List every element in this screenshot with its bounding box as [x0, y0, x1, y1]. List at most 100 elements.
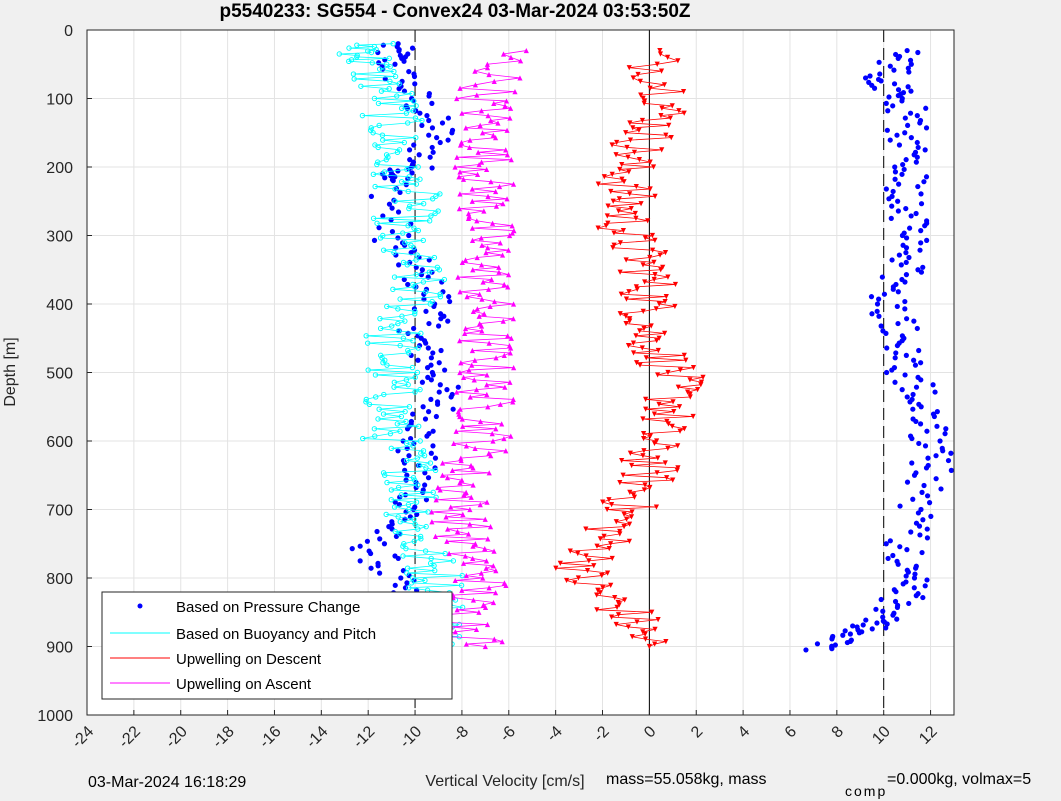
data-point	[432, 210, 438, 217]
data-point	[884, 127, 890, 133]
data-point	[411, 142, 417, 148]
data-point	[608, 188, 614, 195]
data-point	[623, 257, 629, 263]
y-tick-label: 100	[46, 92, 73, 109]
data-point	[662, 298, 668, 305]
data-point	[374, 161, 380, 168]
data-point	[413, 271, 420, 278]
data-point	[676, 404, 683, 410]
data-point	[420, 489, 426, 495]
x-tick-label: 6	[782, 723, 800, 741]
data-point	[444, 387, 450, 393]
data-point	[478, 159, 485, 165]
data-point	[445, 526, 451, 532]
data-point	[668, 135, 674, 141]
data-point	[879, 274, 885, 280]
data-point	[370, 171, 377, 178]
data-point	[665, 54, 671, 60]
data-point	[423, 340, 429, 346]
data-point	[495, 120, 501, 126]
data-point	[359, 112, 366, 119]
data-point	[887, 538, 893, 544]
data-point	[425, 475, 432, 481]
data-point	[641, 448, 647, 454]
data-point	[484, 621, 491, 628]
data-point	[463, 572, 469, 579]
data-point	[631, 494, 638, 500]
data-point	[909, 396, 915, 403]
x-tick-label: 8	[829, 723, 847, 741]
data-point	[476, 313, 482, 319]
data-point	[630, 340, 637, 346]
data-point	[915, 49, 921, 56]
data-point	[346, 58, 352, 65]
data-point	[672, 281, 679, 288]
data-point	[404, 580, 410, 586]
data-point	[880, 618, 886, 624]
data-point	[429, 100, 435, 106]
data-point	[663, 294, 669, 300]
data-point	[507, 379, 513, 385]
data-point	[601, 174, 607, 180]
data-point	[415, 526, 421, 532]
data-point	[901, 230, 907, 236]
data-point	[396, 262, 402, 268]
data-point	[486, 71, 492, 78]
data-point	[403, 377, 410, 383]
data-point	[658, 68, 665, 74]
data-point	[423, 523, 429, 530]
data-point	[642, 636, 649, 642]
data-point	[457, 289, 463, 295]
data-point	[913, 210, 919, 217]
data-point	[391, 384, 397, 390]
data-point	[372, 433, 378, 439]
data-point	[652, 237, 658, 243]
data-point	[866, 79, 872, 85]
data-point	[502, 384, 508, 390]
data-point	[627, 191, 633, 197]
data-point	[470, 308, 476, 314]
data-point	[402, 240, 408, 246]
data-point	[474, 306, 480, 312]
data-point	[419, 379, 426, 385]
data-point	[430, 489, 436, 496]
data-point	[601, 533, 607, 540]
data-point	[480, 575, 486, 581]
data-point	[618, 291, 624, 297]
data-point	[907, 110, 914, 116]
data-point	[626, 289, 632, 295]
data-point	[430, 443, 436, 449]
data-point	[625, 624, 631, 630]
data-point	[417, 386, 423, 393]
data-point	[597, 536, 603, 542]
data-point	[610, 245, 616, 251]
data-point	[627, 137, 634, 143]
data-point	[491, 100, 497, 106]
data-point	[642, 279, 648, 285]
data-point	[656, 401, 662, 407]
data-point	[621, 524, 627, 530]
data-point	[454, 389, 460, 395]
data-point	[665, 445, 671, 451]
data-point	[914, 113, 920, 119]
data-point	[472, 357, 478, 363]
data-point	[389, 228, 396, 235]
data-point	[484, 166, 490, 173]
footer-comp-subscript: comp	[845, 783, 888, 799]
data-point	[496, 264, 502, 270]
data-point	[603, 223, 609, 229]
data-point	[457, 85, 463, 91]
data-point	[895, 320, 901, 327]
data-point	[462, 325, 469, 332]
data-point	[848, 637, 854, 643]
data-point	[905, 122, 911, 129]
data-point	[428, 377, 434, 383]
data-point	[395, 328, 402, 334]
data-point	[399, 313, 405, 319]
data-point	[415, 357, 421, 363]
data-point	[491, 636, 497, 642]
data-point	[917, 421, 924, 427]
x-tick-label: -12	[350, 723, 378, 751]
data-point	[470, 543, 476, 549]
data-point	[895, 198, 901, 204]
